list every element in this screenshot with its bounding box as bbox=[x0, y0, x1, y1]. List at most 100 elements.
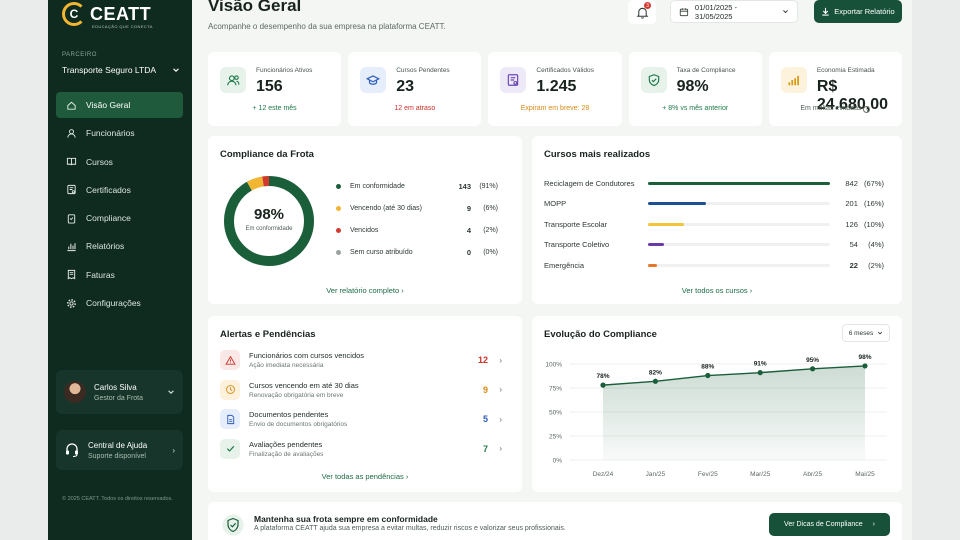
logo[interactable]: C CEATT bbox=[62, 2, 151, 26]
alert-count: 5 bbox=[482, 414, 488, 424]
evolution-title: Evolução do Compliance bbox=[544, 329, 657, 340]
legend-percent: (91%) bbox=[479, 183, 498, 190]
course-percent: (67%) bbox=[863, 178, 884, 188]
kpi-note: + 12 este mês bbox=[208, 105, 341, 112]
help-center-link[interactable]: Central de Ajuda Suporte disponível › bbox=[56, 430, 183, 470]
view-all-courses-link[interactable]: Ver todos os cursos › bbox=[681, 286, 753, 295]
export-label: Exportar Relatório bbox=[834, 7, 895, 16]
course-value: 201 (16%) bbox=[845, 199, 884, 208]
company-selector[interactable]: Transporte Seguro LTDA bbox=[62, 65, 180, 75]
course-percent: (2%) bbox=[868, 260, 884, 270]
course-row[interactable]: Reciclagem de Condutores 842 (67%) bbox=[544, 177, 884, 189]
alert-item[interactable]: Cursos vencendo em até 30 dias Renovação … bbox=[220, 378, 502, 402]
compliance-evolution-card: Evolução do Compliance 6 meses 100% 75% 50… bbox=[532, 316, 902, 492]
alert-icon-box bbox=[220, 379, 240, 400]
copyright: © 2025 CEATT. Todos os direitos reservad… bbox=[62, 496, 173, 502]
sidebar-item-label: Configurações bbox=[86, 298, 141, 309]
sidebar-item-bar-chart[interactable]: Relatórios bbox=[56, 233, 183, 259]
notifications-button[interactable]: 3 bbox=[628, 0, 656, 24]
alert-item[interactable]: Documentos pendentes Envio de documentos … bbox=[220, 407, 502, 431]
course-row[interactable]: Emergência 22 (2%) bbox=[544, 259, 884, 271]
compliance-percent: 98% bbox=[253, 206, 285, 223]
sidebar-item-label: Relatórios bbox=[86, 241, 125, 252]
x-tick-label: Abr/25 bbox=[803, 471, 823, 478]
sidebar-item-certificate[interactable]: Certificados bbox=[56, 177, 183, 203]
course-count: 126 bbox=[845, 219, 858, 229]
download-icon bbox=[822, 7, 829, 16]
sidebar-nav: Visão Geral Funcionários Cursos Certificado… bbox=[56, 92, 183, 318]
donut-segment bbox=[224, 176, 314, 266]
shield-check-icon bbox=[648, 74, 659, 87]
users-icon bbox=[227, 75, 240, 86]
view-all-alerts-link[interactable]: Ver todas as pendências › bbox=[321, 472, 409, 481]
view-full-report-link[interactable]: Ver relatório completo › bbox=[326, 286, 404, 295]
calendar-icon bbox=[679, 7, 689, 16]
period-value: 6 meses bbox=[848, 329, 874, 337]
date-range-picker[interactable]: 01/01/2025 - 31/05/2025 bbox=[670, 0, 798, 23]
page-subtitle: Acompanhe o desempenho da sua empresa na… bbox=[208, 22, 446, 31]
user-profile[interactable]: Carlos Silva Gestor da Frota bbox=[56, 370, 183, 414]
kpi-note-text: + 12 este mês bbox=[252, 105, 297, 112]
x-tick-label: Dez/24 bbox=[593, 471, 614, 478]
notification-badge: 3 bbox=[644, 2, 651, 9]
legend-count: 143 bbox=[458, 182, 471, 191]
kpi-icon-box bbox=[360, 67, 387, 93]
clipboard-icon bbox=[67, 214, 76, 224]
info-icon: i bbox=[863, 106, 871, 113]
alert-item[interactable]: Avaliações pendentes Finalização de avali… bbox=[220, 437, 502, 461]
chevron-right-icon: › bbox=[499, 414, 502, 424]
check-icon bbox=[226, 445, 234, 452]
sidebar-item-gear[interactable]: Configurações bbox=[56, 290, 183, 316]
alert-text: Cursos vencendo em até 30 dias Renovação … bbox=[249, 381, 359, 399]
course-name: Reciclagem de Condutores bbox=[544, 178, 635, 188]
data-label: 78% bbox=[596, 373, 609, 380]
course-row[interactable]: MOPP 201 (16%) bbox=[544, 198, 884, 210]
chevron-down-icon bbox=[168, 390, 174, 394]
course-row[interactable]: Transporte Coletivo 54 (4%) bbox=[544, 239, 884, 251]
compliance-legend-item: Sem curso atribuído 0 (0%) bbox=[336, 248, 498, 257]
course-count: 842 bbox=[845, 178, 858, 188]
sidebar-item-user[interactable]: Funcionários bbox=[56, 120, 183, 146]
compliance-donut bbox=[224, 176, 314, 266]
company-label: PARCEIRO bbox=[62, 52, 97, 58]
course-bar bbox=[648, 181, 830, 185]
course-row[interactable]: Transporte Escolar 126 (10%) bbox=[544, 218, 884, 230]
y-tick-label: 25% bbox=[549, 434, 562, 441]
alert-text: Avaliações pendentes Finalização de avali… bbox=[249, 440, 323, 458]
kpi-note: + 8% vs mês anterior bbox=[629, 105, 762, 112]
sidebar-item-invoice[interactable]: Faturas bbox=[56, 262, 183, 288]
data-label: 88% bbox=[701, 364, 714, 371]
sidebar-item-label: Visão Geral bbox=[86, 100, 131, 110]
courses-title: Cursos mais realizados bbox=[544, 149, 651, 160]
kpi-label: Certificados Válidos bbox=[536, 67, 594, 74]
kpi-value: 1.245 bbox=[536, 78, 577, 95]
alert-icon-box bbox=[220, 438, 240, 459]
course-value: 842 (67%) bbox=[845, 179, 884, 188]
chevron-right-icon: › bbox=[499, 355, 502, 365]
period-selector[interactable]: 6 meses bbox=[842, 324, 890, 342]
course-percent: (10%) bbox=[863, 219, 884, 229]
export-report-button[interactable]: Exportar Relatório bbox=[814, 0, 902, 23]
view-all-alerts-label: Ver todas as pendências bbox=[321, 472, 404, 481]
y-tick-label: 75% bbox=[549, 386, 562, 393]
kpi-card: Taxa de Compliance 98% + 8% vs mês anterio… bbox=[628, 52, 762, 126]
graduation-cap-icon bbox=[366, 75, 381, 85]
kpi-card: Cursos Pendentes 23 12 em atraso bbox=[348, 52, 482, 126]
alert-item[interactable]: Funcionários com cursos vencidos Ação ime… bbox=[220, 348, 502, 372]
legend-count: 4 bbox=[466, 226, 471, 235]
data-label: 91% bbox=[754, 361, 767, 368]
warning-icon bbox=[224, 355, 236, 365]
compliance-legend-item: Vencendo (até 30 dias) 9 (6%) bbox=[336, 204, 498, 213]
compliance-tips-button[interactable]: Ver Dicas de Compliance › bbox=[769, 513, 890, 536]
course-bar bbox=[648, 202, 707, 205]
alert-count: 9 bbox=[482, 384, 488, 395]
sidebar-item-home[interactable]: Visão Geral bbox=[56, 92, 183, 118]
sidebar-item-clipboard[interactable]: Compliance bbox=[56, 205, 183, 231]
x-tick-label: Jan/25 bbox=[646, 471, 666, 478]
compliance-title: Compliance da Frota bbox=[220, 149, 314, 160]
kpi-label: Taxa de Compliance bbox=[676, 67, 736, 74]
data-label: 95% bbox=[806, 357, 819, 364]
x-tick-label: Mai/25 bbox=[855, 471, 875, 478]
legend-count: 0 bbox=[466, 248, 471, 257]
sidebar-item-book[interactable]: Cursos bbox=[56, 149, 183, 175]
